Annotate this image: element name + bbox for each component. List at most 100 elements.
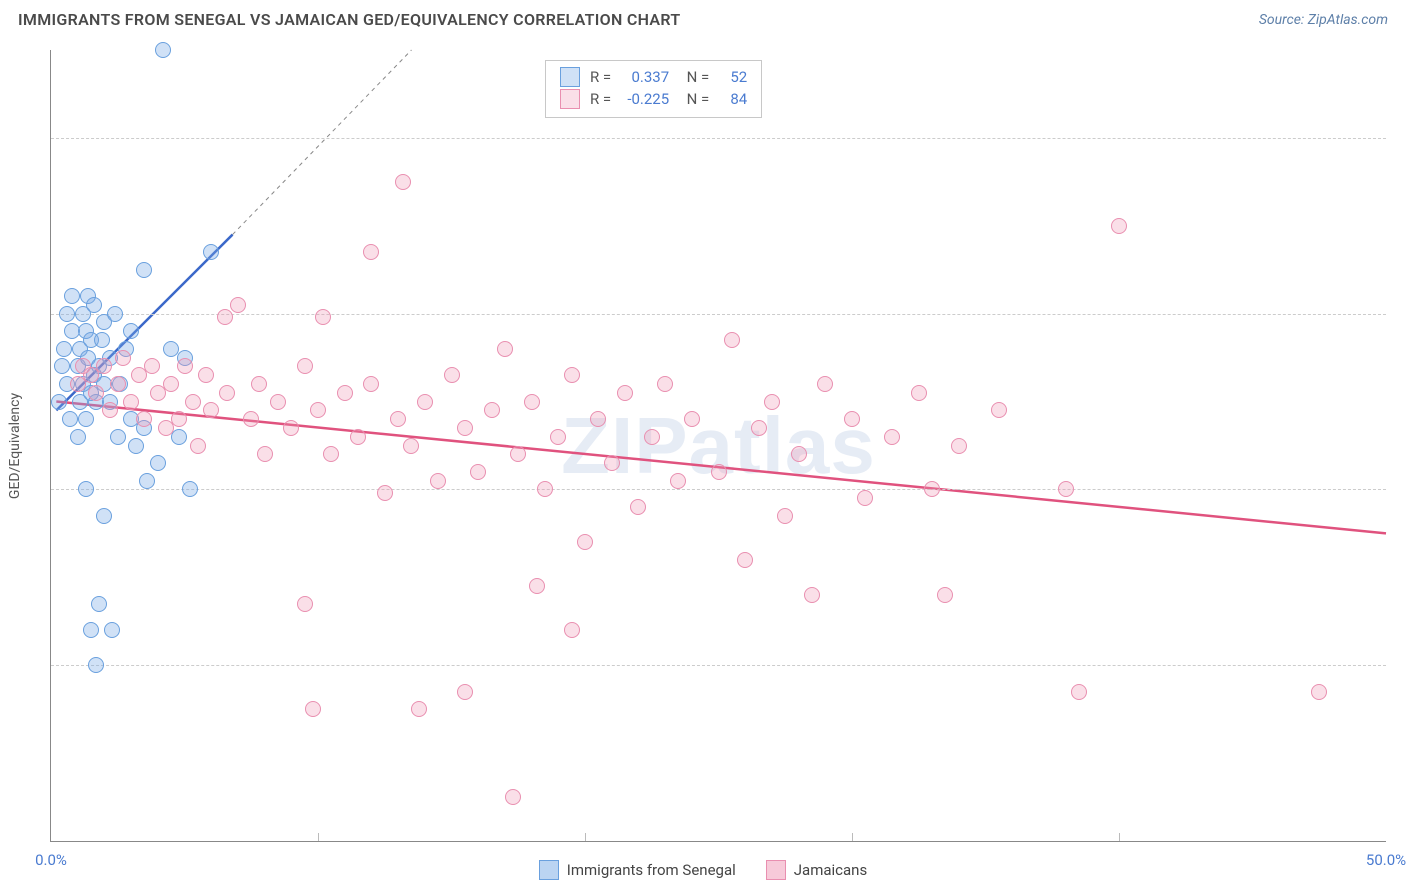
scatter-point	[171, 411, 187, 427]
scatter-point	[230, 297, 246, 313]
scatter-point	[363, 376, 379, 392]
scatter-point	[951, 438, 967, 454]
scatter-point	[243, 411, 259, 427]
scatter-point	[78, 481, 94, 497]
scatter-point	[190, 438, 206, 454]
scatter-point	[163, 376, 179, 392]
gridline-h	[51, 489, 1386, 490]
scatter-point	[505, 789, 521, 805]
legend-swatch	[766, 860, 786, 880]
scatter-point	[1071, 684, 1087, 700]
scatter-point	[417, 394, 433, 410]
scatter-point	[617, 385, 633, 401]
scatter-point	[564, 622, 580, 638]
scatter-point	[377, 485, 393, 501]
scatter-point	[88, 657, 104, 673]
stat-r-label: R =	[590, 90, 611, 108]
scatter-point	[86, 297, 102, 313]
scatter-point	[657, 376, 673, 392]
x-tick-mark	[852, 833, 853, 841]
scatter-point	[550, 429, 566, 445]
stat-n-label: N =	[679, 90, 709, 108]
scatter-point	[136, 411, 152, 427]
scatter-point	[857, 490, 873, 506]
scatter-point	[185, 394, 201, 410]
stat-n-label: N =	[679, 68, 709, 86]
stat-r-value: 0.337	[621, 68, 669, 86]
scatter-point	[144, 358, 160, 374]
scatter-point	[94, 332, 110, 348]
source-label: Source: ZipAtlas.com	[1259, 12, 1388, 28]
scatter-point	[83, 622, 99, 638]
legend-label: Immigrants from Senegal	[567, 861, 736, 879]
scatter-point	[337, 385, 353, 401]
scatter-point	[529, 578, 545, 594]
scatter-point	[91, 596, 107, 612]
gridline-h	[51, 138, 1386, 139]
scatter-point	[937, 587, 953, 603]
x-tick-mark	[585, 833, 586, 841]
scatter-point	[590, 411, 606, 427]
scatter-point	[150, 455, 166, 471]
legend-label: Jamaicans	[794, 861, 867, 879]
scatter-point	[257, 446, 273, 462]
y-tick-label: 70.0%	[1394, 656, 1406, 674]
scatter-point	[670, 473, 686, 489]
scatter-point	[107, 306, 123, 322]
scatter-point	[791, 446, 807, 462]
scatter-point	[470, 464, 486, 480]
legend-item: Immigrants from Senegal	[539, 860, 736, 880]
scatter-point	[270, 394, 286, 410]
y-tick-label: 100.0%	[1394, 129, 1406, 147]
scatter-point	[737, 552, 753, 568]
scatter-point	[305, 701, 321, 717]
scatter-point	[395, 174, 411, 190]
stat-n-value: 52	[719, 68, 747, 86]
scatter-point	[1111, 218, 1127, 234]
scatter-point	[630, 499, 646, 515]
scatter-point	[510, 446, 526, 462]
stat-r-value: -0.225	[621, 90, 669, 108]
scatter-point	[363, 244, 379, 260]
scatter-point	[497, 341, 513, 357]
scatter-point	[96, 358, 112, 374]
scatter-point	[62, 411, 78, 427]
header-bar: IMMIGRANTS FROM SENEGAL VS JAMAICAN GED/…	[0, 0, 1406, 35]
scatter-point	[524, 394, 540, 410]
stat-row: R = 0.337 N = 52	[560, 67, 747, 87]
scatter-point	[711, 464, 727, 480]
scatter-point	[457, 420, 473, 436]
scatter-point	[724, 332, 740, 348]
chart-lines-svg	[51, 50, 1386, 841]
scatter-point	[844, 411, 860, 427]
scatter-point	[251, 376, 267, 392]
gridline-h	[51, 665, 1386, 666]
scatter-point	[102, 402, 118, 418]
scatter-point	[56, 341, 72, 357]
scatter-point	[104, 622, 120, 638]
scatter-point	[817, 376, 833, 392]
x-tick-mark	[318, 833, 319, 841]
scatter-point	[537, 481, 553, 497]
scatter-point	[315, 309, 331, 325]
scatter-point	[751, 420, 767, 436]
scatter-point	[991, 402, 1007, 418]
scatter-point	[911, 385, 927, 401]
scatter-point	[136, 262, 152, 278]
scatter-point	[577, 534, 593, 550]
scatter-point	[203, 244, 219, 260]
scatter-point	[884, 429, 900, 445]
legend-swatch	[539, 860, 559, 880]
scatter-point	[297, 596, 313, 612]
gridline-h	[51, 314, 1386, 315]
x-tick-mark	[1119, 833, 1120, 841]
scatter-point	[115, 350, 131, 366]
scatter-point	[924, 481, 940, 497]
scatter-point	[198, 367, 214, 383]
scatter-point	[110, 429, 126, 445]
scatter-point	[217, 309, 233, 325]
scatter-point	[684, 411, 700, 427]
scatter-point	[411, 701, 427, 717]
y-tick-label: 90.0%	[1394, 305, 1406, 323]
scatter-point	[171, 429, 187, 445]
